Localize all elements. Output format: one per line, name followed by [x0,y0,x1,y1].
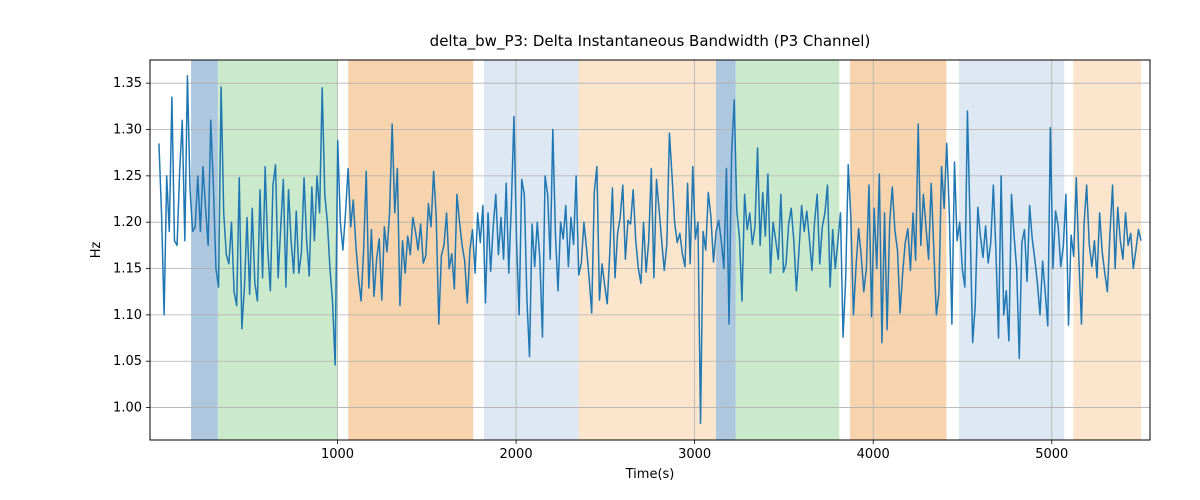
ytick-label: 1.30 [113,123,142,138]
ytick-label: 1.10 [113,308,142,323]
xtick-label: 4000 [857,447,890,462]
region-band [191,60,218,440]
line-chart: 1000 2000 3000 4000 5000 1.00 1.05 1.10 1.15 1.20… [0,0,1200,500]
ytick-label: 1.20 [113,215,142,230]
x-axis-label: Time(s) [625,467,675,482]
ytick-label: 1.25 [113,169,142,184]
ytick-label: 1.00 [113,401,142,416]
ytick-label: 1.35 [113,76,142,91]
ytick-label: 1.15 [113,262,142,277]
xtick-label: 1000 [321,447,354,462]
ytick-label: 1.05 [113,354,142,369]
xtick-label: 5000 [1035,447,1068,462]
y-axis-label: Hz [89,242,104,259]
xtick-label: 3000 [678,447,711,462]
chart-title: delta_bw_P3: Delta Instantaneous Bandwid… [430,32,871,51]
xtick-label: 2000 [500,447,533,462]
chart-container: 1000 2000 3000 4000 5000 1.00 1.05 1.10 1.15 1.20… [0,0,1200,500]
